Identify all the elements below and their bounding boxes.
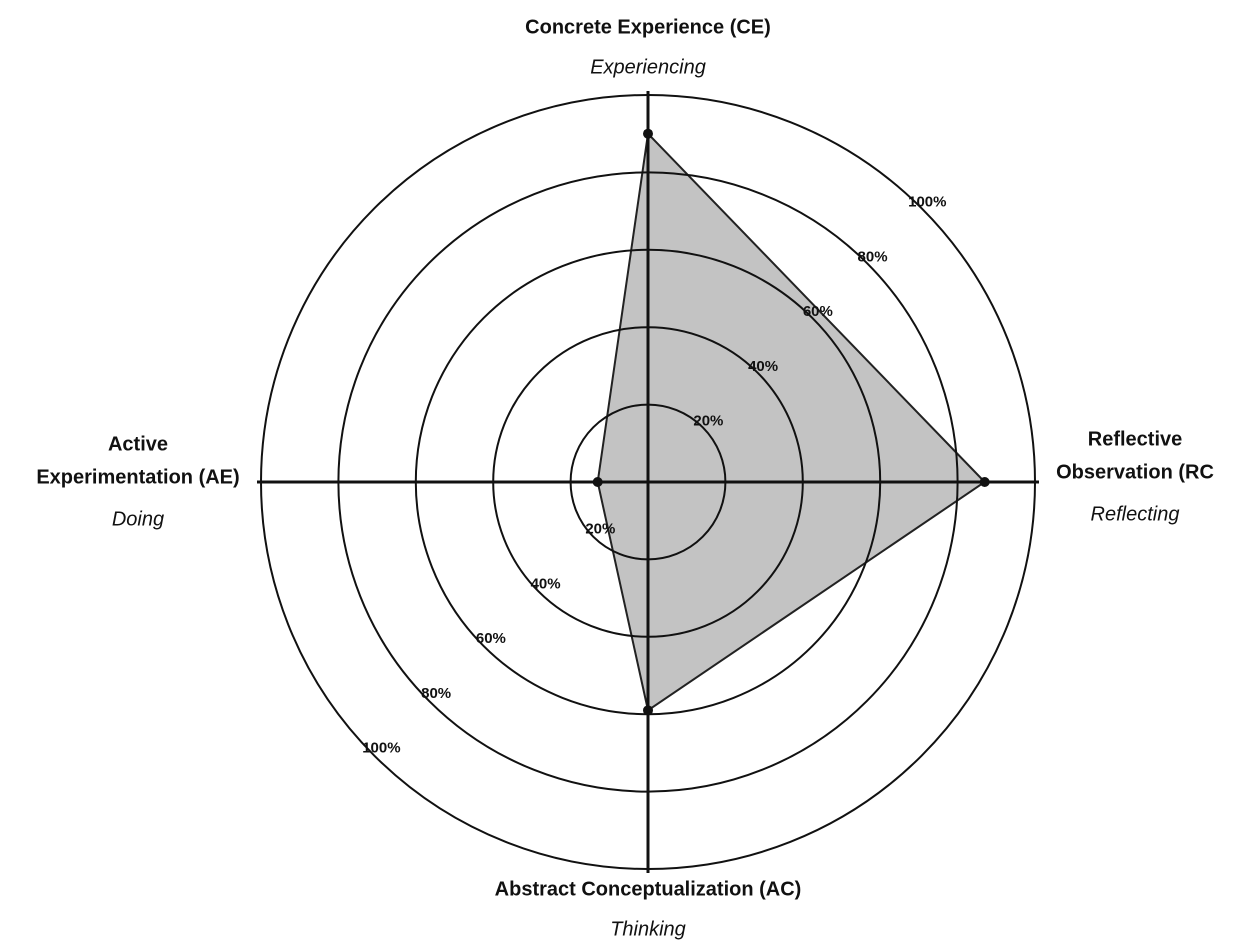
- axis-sublabel: Reflecting: [1091, 503, 1180, 525]
- data-point: [643, 128, 653, 139]
- data-point: [592, 477, 603, 487]
- axis-label: Abstract Conceptualization (AC): [495, 878, 802, 900]
- ring-label: 60%: [803, 303, 833, 320]
- ring-label: 80%: [421, 685, 451, 702]
- axis-label: Concrete Experience (CE): [525, 16, 771, 38]
- ring-label: 100%: [908, 194, 946, 211]
- ring-label: 40%: [748, 358, 778, 375]
- ring-label: 100%: [362, 740, 400, 757]
- ring-label: 20%: [693, 413, 723, 430]
- axis-label: Reflective: [1088, 428, 1183, 450]
- ring-label: 60%: [476, 630, 506, 647]
- ring-label: 20%: [585, 521, 615, 538]
- data-point: [979, 477, 990, 487]
- axis-label: Observation (RC: [1056, 461, 1214, 483]
- axis-sublabel: Thinking: [610, 918, 686, 940]
- data-point: [643, 705, 653, 716]
- ring-label: 40%: [531, 575, 561, 592]
- axis-sublabel: Experiencing: [590, 56, 706, 78]
- axis-sublabel: Doing: [112, 508, 164, 530]
- ring-label: 80%: [858, 248, 888, 265]
- axis-label: Experimentation (AE): [36, 466, 239, 488]
- axis-label: Active: [108, 433, 168, 455]
